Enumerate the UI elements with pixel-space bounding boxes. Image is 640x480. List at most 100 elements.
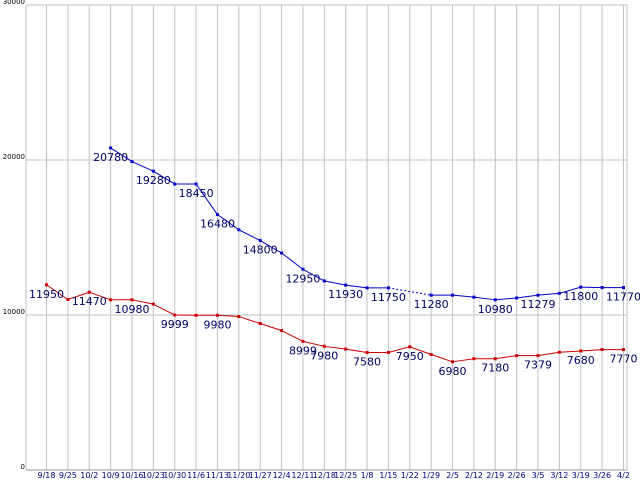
- series-segment: [345, 348, 368, 354]
- data-label: 11280: [414, 298, 449, 311]
- data-point: [173, 182, 177, 186]
- x-tick-label: 12/4: [273, 471, 291, 480]
- x-tick-label: 12/18: [313, 471, 336, 480]
- data-labels: 20780 19280 18450 16480 14800 12950 11930 11750…: [29, 151, 640, 378]
- series-2: [45, 283, 625, 364]
- data-point: [536, 354, 540, 358]
- series-segment: [324, 345, 346, 350]
- series-segment: [452, 294, 474, 298]
- series-1: [109, 146, 625, 302]
- series-segment: [430, 354, 453, 363]
- data-label: 11470: [72, 295, 107, 308]
- data-point: [493, 298, 497, 302]
- x-tick-label: 3/5: [532, 471, 545, 480]
- data-label: 9980: [203, 318, 231, 331]
- series-segment: [537, 292, 560, 296]
- data-point: [386, 351, 390, 355]
- data-label: 11800: [563, 290, 598, 303]
- data-label: 16480: [200, 218, 235, 231]
- x-tick-label: 11/20: [227, 471, 250, 480]
- series-segment: [110, 147, 133, 162]
- x-tick-label: 2/19: [486, 471, 504, 480]
- data-point: [557, 350, 561, 354]
- data-label: 11950: [29, 288, 64, 301]
- data-label: 11279: [521, 298, 556, 311]
- series-segment: [238, 316, 261, 325]
- data-label: 19280: [136, 174, 171, 187]
- data-label: 11930: [328, 288, 363, 301]
- data-label: 7950: [396, 350, 424, 363]
- x-tick-label: 2/26: [508, 471, 526, 480]
- data-point: [365, 351, 369, 355]
- data-label: 9999: [161, 318, 189, 331]
- grid: [26, 4, 627, 471]
- series-segment: [473, 296, 496, 301]
- data-point: [600, 348, 604, 352]
- data-point: [301, 339, 305, 343]
- data-point: [280, 251, 284, 255]
- data-label: 7770: [609, 353, 637, 366]
- x-tick-label: 10/16: [120, 471, 143, 480]
- data-point: [557, 291, 561, 295]
- data-point: [215, 313, 219, 317]
- data-label: 11750: [371, 291, 406, 304]
- data-label: 11770: [606, 291, 640, 304]
- data-point: [515, 296, 519, 300]
- data-label: 7379: [524, 359, 552, 372]
- series-segment: [46, 284, 69, 300]
- data-point: [344, 347, 348, 351]
- data-label: 7180: [481, 362, 509, 375]
- data-point: [194, 313, 198, 317]
- series-segment: [559, 350, 581, 353]
- data-point: [429, 293, 433, 297]
- data-label: 10980: [478, 303, 513, 316]
- x-tick-label: 1/29: [422, 471, 440, 480]
- series-segment: [195, 183, 218, 215]
- data-point: [280, 329, 284, 333]
- x-tick-label: 4/2: [617, 471, 630, 480]
- series-segment: [516, 294, 539, 299]
- data-point: [237, 228, 241, 232]
- data-point: [451, 360, 455, 364]
- series-segment: [259, 240, 282, 254]
- series-segment: [580, 349, 603, 352]
- series-segment: [217, 214, 240, 231]
- data-point: [493, 357, 497, 361]
- y-tick-label: 30000: [3, 0, 25, 6]
- series-segment: [452, 358, 474, 363]
- series-segment: [302, 268, 325, 282]
- series-segment: [302, 340, 325, 347]
- y-tick-label: 20000: [3, 153, 25, 161]
- y-tick-label: 10000: [3, 308, 25, 316]
- series-segment: [537, 351, 560, 357]
- data-point: [45, 283, 48, 287]
- series-segment: [131, 161, 154, 172]
- data-point: [87, 290, 91, 294]
- x-tick-label: 3/19: [572, 471, 590, 480]
- x-tick-label: 10/30: [163, 471, 186, 480]
- data-point: [322, 279, 326, 283]
- series-segment: [89, 291, 111, 301]
- y-tick-labels: 0 10000 20000 30000: [3, 0, 25, 471]
- data-point: [579, 285, 583, 289]
- series-segment: [495, 297, 517, 301]
- x-tick-label: 11/13: [206, 471, 229, 480]
- x-tick-label: 9/25: [59, 471, 77, 480]
- x-tick-label: 1/22: [401, 471, 419, 480]
- data-point: [536, 293, 540, 297]
- data-point: [386, 286, 390, 290]
- x-tick-label: 9/18: [38, 471, 56, 480]
- series-gap-segment: [388, 287, 432, 296]
- series-segment: [388, 346, 410, 353]
- series-segment: [67, 291, 90, 300]
- series-group: [45, 146, 625, 364]
- x-tick-label: 3/26: [593, 471, 611, 480]
- x-tick-label: 2/12: [465, 471, 483, 480]
- data-point: [151, 302, 155, 306]
- data-label: 20780: [93, 151, 128, 164]
- data-point: [579, 349, 583, 353]
- data-point: [451, 293, 455, 297]
- x-tick-label: 10/23: [142, 471, 165, 480]
